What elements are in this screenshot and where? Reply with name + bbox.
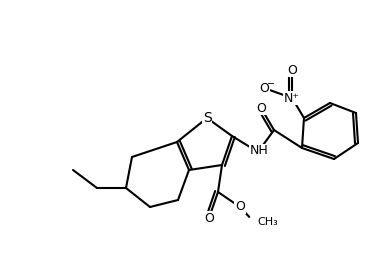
Text: N⁺: N⁺ [284,91,300,105]
Text: O: O [256,102,266,114]
Text: O: O [259,81,269,95]
Text: S: S [203,111,211,125]
Text: O: O [204,211,214,225]
Text: O: O [287,64,297,76]
Text: O: O [235,200,245,214]
Text: −: − [267,79,275,89]
Text: CH₃: CH₃ [257,217,278,227]
Text: NH: NH [249,144,268,158]
